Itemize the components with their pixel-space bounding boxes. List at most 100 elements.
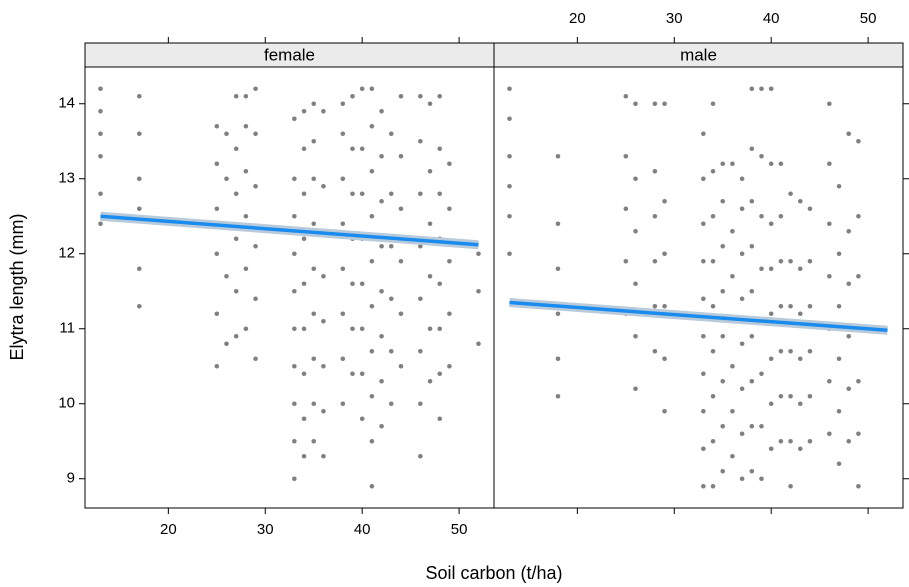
point bbox=[311, 356, 317, 362]
point bbox=[369, 438, 375, 444]
point bbox=[710, 258, 716, 264]
point bbox=[301, 453, 307, 459]
point bbox=[807, 206, 813, 212]
point bbox=[359, 326, 365, 332]
point bbox=[311, 138, 317, 144]
point bbox=[759, 86, 764, 92]
y-tick-label: 11 bbox=[59, 320, 75, 337]
point bbox=[427, 273, 433, 279]
point bbox=[836, 183, 842, 189]
point bbox=[233, 146, 239, 152]
point bbox=[701, 371, 706, 377]
point bbox=[730, 161, 735, 167]
point bbox=[292, 251, 297, 257]
point bbox=[827, 378, 832, 384]
point bbox=[136, 303, 142, 309]
point bbox=[633, 228, 638, 234]
point bbox=[427, 378, 433, 384]
point bbox=[369, 258, 375, 264]
point bbox=[739, 476, 745, 482]
point bbox=[321, 318, 326, 324]
point bbox=[447, 161, 452, 167]
point bbox=[623, 153, 629, 159]
x-axis-label: Soil carbon (t/ha) bbox=[425, 563, 562, 583]
point bbox=[379, 288, 384, 294]
point bbox=[633, 101, 638, 107]
point bbox=[340, 356, 346, 362]
point bbox=[710, 393, 716, 399]
point bbox=[437, 371, 443, 377]
point bbox=[730, 408, 735, 414]
point bbox=[846, 386, 852, 392]
point bbox=[350, 191, 355, 197]
point bbox=[710, 168, 716, 174]
point bbox=[321, 273, 326, 279]
point bbox=[379, 378, 384, 384]
point bbox=[301, 326, 307, 332]
point bbox=[807, 258, 813, 264]
point bbox=[388, 243, 394, 249]
point bbox=[749, 378, 755, 384]
point bbox=[418, 453, 423, 459]
point bbox=[759, 476, 764, 482]
point bbox=[243, 266, 249, 272]
point bbox=[398, 93, 404, 99]
point bbox=[749, 333, 755, 339]
point bbox=[379, 108, 384, 114]
point bbox=[710, 303, 716, 309]
point bbox=[739, 386, 745, 392]
fit-line bbox=[509, 300, 888, 332]
point bbox=[301, 371, 307, 377]
point bbox=[292, 326, 297, 332]
point bbox=[243, 93, 249, 99]
point bbox=[437, 146, 443, 152]
point bbox=[321, 108, 326, 114]
point bbox=[662, 251, 667, 257]
point bbox=[321, 408, 326, 414]
point bbox=[701, 131, 706, 137]
point bbox=[418, 138, 423, 144]
point bbox=[701, 296, 706, 302]
point bbox=[720, 468, 726, 474]
point bbox=[98, 221, 103, 227]
point bbox=[136, 266, 142, 272]
point bbox=[768, 446, 774, 452]
point bbox=[739, 206, 745, 212]
y-tick-label: 13 bbox=[58, 170, 75, 187]
point bbox=[447, 258, 452, 264]
point bbox=[797, 446, 803, 452]
point bbox=[398, 258, 404, 264]
point bbox=[379, 333, 384, 339]
point bbox=[788, 303, 793, 309]
point bbox=[662, 356, 667, 362]
point bbox=[633, 386, 638, 392]
point bbox=[214, 161, 220, 167]
point bbox=[98, 153, 103, 159]
point bbox=[827, 431, 832, 437]
point bbox=[340, 401, 346, 407]
point bbox=[827, 221, 832, 227]
point bbox=[759, 371, 764, 377]
point bbox=[388, 191, 394, 197]
point bbox=[710, 483, 716, 489]
point bbox=[136, 93, 142, 99]
point bbox=[224, 131, 229, 137]
point bbox=[856, 483, 861, 489]
fit-line bbox=[100, 214, 479, 247]
point bbox=[359, 371, 365, 377]
point bbox=[233, 333, 239, 339]
point bbox=[398, 311, 404, 317]
point bbox=[720, 198, 726, 204]
point bbox=[720, 378, 726, 384]
point bbox=[739, 431, 745, 437]
point bbox=[476, 288, 481, 294]
point bbox=[398, 363, 404, 369]
point bbox=[350, 326, 355, 332]
point bbox=[243, 213, 249, 219]
point bbox=[292, 176, 297, 182]
point bbox=[662, 303, 667, 309]
point bbox=[846, 438, 852, 444]
point bbox=[253, 243, 258, 249]
y-tick-label: 14 bbox=[58, 95, 75, 112]
point bbox=[359, 86, 365, 92]
